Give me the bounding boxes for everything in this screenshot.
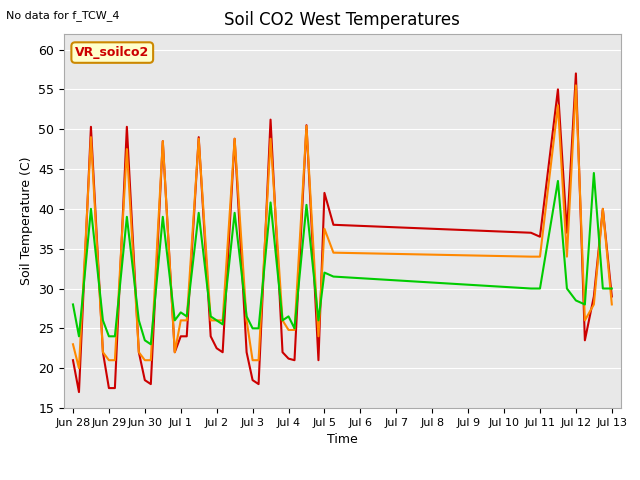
- Title: Soil CO2 West Temperatures: Soil CO2 West Temperatures: [225, 11, 460, 29]
- Text: VR_soilco2: VR_soilco2: [75, 46, 149, 59]
- Y-axis label: Soil Temperature (C): Soil Temperature (C): [20, 156, 33, 285]
- X-axis label: Time: Time: [327, 433, 358, 446]
- Text: No data for f_TCW_4: No data for f_TCW_4: [6, 10, 120, 21]
